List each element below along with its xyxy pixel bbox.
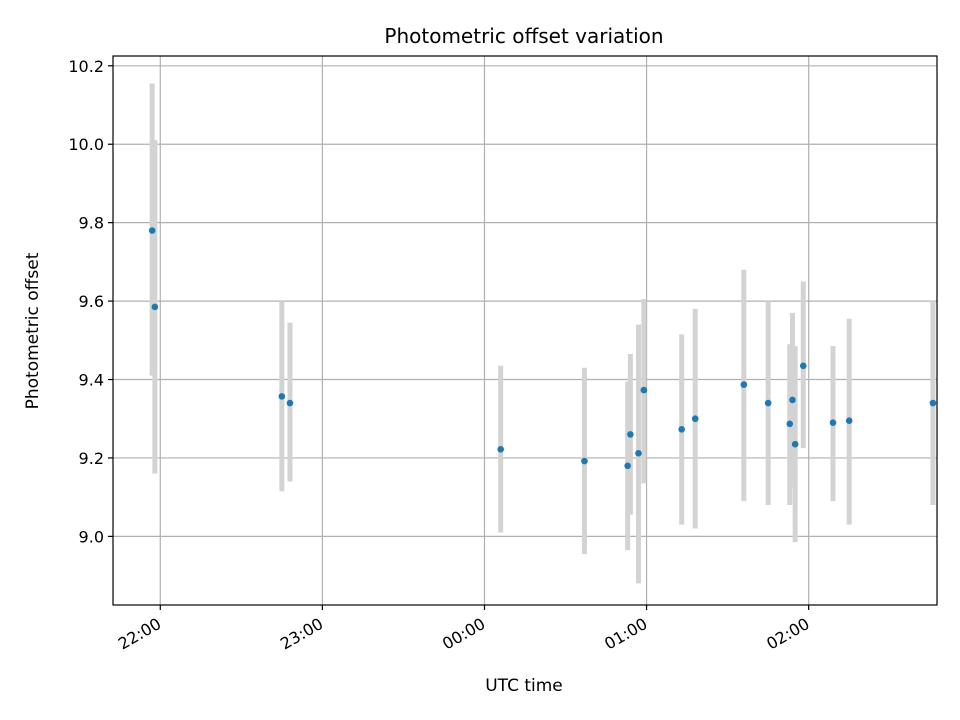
y-axis-ticks: 9.0 9.2 9.4 9.6 9.8 10.0 10.2 — [68, 57, 113, 546]
data-point — [829, 419, 837, 426]
data-point — [764, 399, 772, 407]
data-point — [691, 415, 699, 423]
data-point — [151, 303, 159, 311]
y-tick-label: 9.2 — [79, 449, 104, 468]
data-point — [929, 399, 937, 407]
data-point — [799, 362, 807, 370]
y-tick-label: 10.0 — [68, 135, 104, 154]
data-point — [624, 462, 631, 470]
chart-title: Photometric offset variation — [384, 24, 663, 48]
data-point — [286, 399, 294, 407]
y-axis-title: Photometric offset — [23, 252, 43, 409]
data-point — [640, 386, 648, 394]
data-point — [497, 446, 504, 453]
data-point — [148, 227, 156, 234]
data-point — [791, 440, 799, 448]
data-point — [845, 417, 853, 424]
data-point — [627, 431, 634, 438]
data-point — [581, 457, 588, 465]
data-point — [789, 396, 796, 404]
y-tick-label: 10.2 — [68, 57, 104, 76]
data-point — [635, 449, 642, 457]
data-point — [740, 381, 748, 388]
data-point — [278, 393, 286, 400]
data-points — [148, 227, 937, 470]
data-point — [786, 420, 794, 428]
y-tick-label: 9.6 — [79, 292, 104, 311]
data-point — [678, 426, 685, 433]
y-tick-label: 9.8 — [79, 214, 104, 233]
grid — [113, 56, 937, 605]
y-tick-label: 9.0 — [79, 527, 104, 546]
x-axis-title: UTC time — [485, 676, 563, 696]
plot-frame — [112, 55, 938, 606]
y-tick-label: 9.4 — [79, 371, 104, 390]
